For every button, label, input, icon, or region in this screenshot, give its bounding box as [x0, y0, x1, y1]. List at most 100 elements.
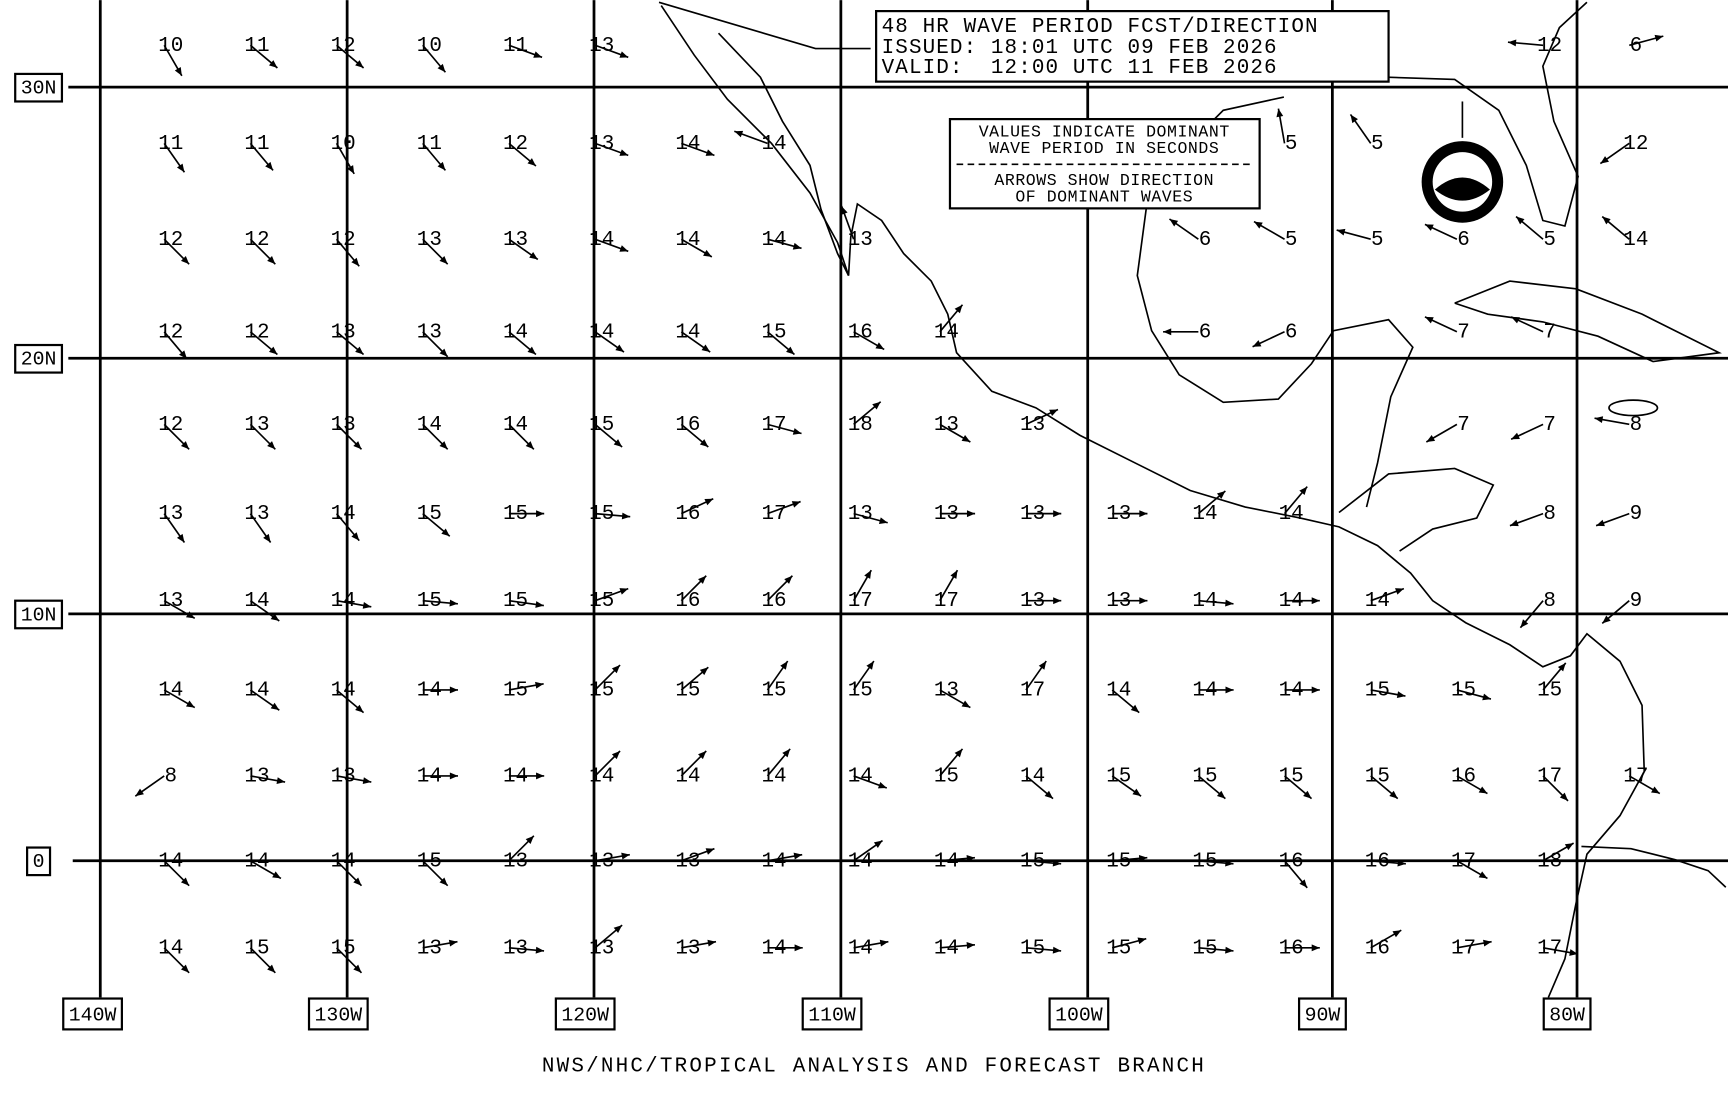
lon-label-frame	[554, 997, 616, 1031]
wave-period: 15	[589, 590, 614, 613]
wave-period: 15	[848, 679, 873, 702]
arrow-head	[180, 441, 190, 450]
wave-period: 13	[331, 414, 356, 437]
wave-period: 14	[675, 229, 700, 252]
wave-cell: 16	[1279, 937, 1320, 960]
arrow-head	[1424, 316, 1434, 324]
wave-cell: 14	[762, 850, 803, 873]
wave-cell: 18	[848, 401, 882, 437]
arrow-head	[701, 344, 711, 353]
wave-period: 14	[675, 133, 700, 156]
direction-arrow	[1599, 142, 1630, 165]
wave-cell: 15	[417, 590, 458, 613]
wave-period: 6	[1199, 321, 1212, 344]
direction-arrow	[1284, 597, 1320, 605]
arrow-head	[1303, 790, 1312, 799]
wave-cell: 15	[589, 414, 623, 448]
wave-cell: 10	[417, 35, 447, 73]
arrow-head	[268, 346, 278, 355]
arrow-head	[784, 575, 793, 584]
arrow-head	[792, 242, 802, 250]
wave-period: 6	[1630, 35, 1643, 58]
wave-period: 7	[1543, 321, 1556, 344]
lat-label: 0	[26, 846, 52, 877]
direction-arrow	[422, 512, 451, 537]
arrow-head	[1052, 946, 1062, 954]
direction-arrow	[163, 513, 186, 543]
wave-period: 14	[762, 937, 787, 960]
wave-cell: 13	[503, 937, 545, 960]
direction-arrow	[939, 569, 959, 602]
direction-arrow	[335, 947, 363, 974]
wave-period: 13	[589, 850, 614, 873]
wave-period: 13	[1106, 590, 1131, 613]
wave-period: 14	[589, 229, 614, 252]
direction-arrow	[508, 142, 537, 167]
wave-cell: 14	[675, 750, 707, 788]
lat-label-text: 10N	[21, 603, 57, 626]
wave-cell: 17	[934, 569, 959, 613]
wave-period: 12	[503, 133, 528, 156]
direction-arrow	[249, 331, 278, 356]
wave-cell: 14	[1192, 490, 1226, 526]
wave-period: 15	[1192, 850, 1217, 873]
wave-period: 12	[331, 35, 356, 58]
wave-period: 14	[417, 414, 442, 437]
lon-label: 80W	[1542, 997, 1592, 1031]
wave-period: 14	[934, 937, 959, 960]
arrow-head	[954, 304, 963, 314]
wave-cell: 13	[503, 835, 535, 873]
direction-arrow	[422, 772, 459, 780]
island	[1608, 399, 1659, 417]
direction-arrow	[508, 681, 544, 691]
wave-period: 14	[934, 321, 959, 344]
wave-period: 14	[1106, 679, 1131, 702]
wave-period: 6	[1457, 229, 1470, 252]
arrow-head	[1252, 340, 1262, 347]
wave-period: 13	[244, 503, 269, 526]
wave-cell: 13	[158, 590, 196, 620]
arrow-head	[180, 255, 190, 265]
arrow-head	[1509, 519, 1519, 527]
wave-period: 7	[1457, 321, 1470, 344]
wave-cell: 15	[244, 937, 276, 974]
wave-period: 14	[503, 414, 528, 437]
arrow-head	[449, 686, 459, 694]
direction-arrow	[249, 689, 280, 711]
arrow-head	[707, 939, 717, 947]
wave-cell: 16	[1365, 929, 1402, 960]
wave-cell: 15	[417, 850, 449, 887]
wave-cell: 14	[417, 679, 459, 702]
direction-arrow	[1284, 944, 1320, 952]
wave-period: 14	[1279, 590, 1304, 613]
wave-cell: 12	[503, 133, 537, 167]
arrow-head	[873, 840, 883, 849]
wave-period: 14	[1020, 765, 1045, 788]
arrow-head	[1507, 39, 1517, 47]
wave-cell: 14	[1020, 765, 1054, 800]
wave-period: 14	[762, 133, 787, 156]
arrow-head	[1137, 937, 1147, 945]
wave-cell: 13	[331, 765, 372, 788]
direction-arrow	[680, 331, 711, 353]
lon-label: 110W	[801, 997, 863, 1031]
wave-cell: 14	[158, 937, 190, 974]
arrow-head	[961, 700, 971, 708]
wave-cell: 14	[589, 321, 625, 353]
wave-cell: 7	[1510, 316, 1556, 344]
wave-period: 15	[762, 679, 787, 702]
wave-cell: 16	[848, 321, 885, 351]
arrow-head	[1169, 218, 1179, 227]
legend-line: OF DOMINANT WAVES	[1015, 188, 1193, 207]
arrow-head	[866, 661, 874, 670]
title: 48 HR WAVE PERIOD FCST/DIRECTION	[882, 16, 1319, 39]
arrow-head	[353, 441, 362, 450]
arrow-head	[437, 63, 446, 73]
wave-period: 15	[589, 503, 614, 526]
direction-arrow	[335, 513, 360, 542]
direction-arrow	[1253, 220, 1285, 240]
wave-cell: 15	[417, 503, 451, 537]
direction-arrow	[594, 750, 621, 777]
arrow-head	[527, 158, 536, 167]
direction-arrow	[767, 500, 801, 515]
